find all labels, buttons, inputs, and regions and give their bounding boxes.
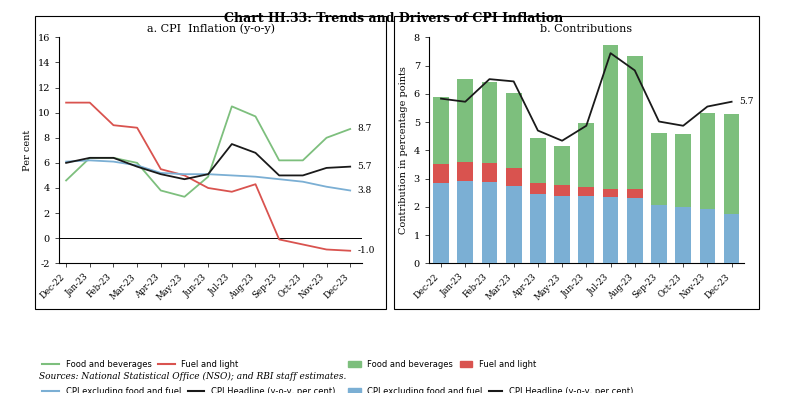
Text: -1.0: -1.0	[357, 246, 375, 255]
Legend: CPI excluding food and fuel, CPI Headline (y-o-y, per cent): CPI excluding food and fuel, CPI Headlin…	[345, 384, 637, 393]
Bar	[554, 195, 570, 263]
Bar	[506, 168, 522, 186]
Bar	[700, 113, 715, 209]
Bar	[482, 182, 497, 263]
Legend: CPI excluding food and fuel, CPI Headline (y-o-y, per cent): CPI excluding food and fuel, CPI Headlin…	[39, 384, 338, 393]
Bar	[578, 195, 594, 263]
Text: Sources: National Statistical Office (NSO); and RBI staff estimates.: Sources: National Statistical Office (NS…	[39, 372, 347, 381]
Text: 8.7: 8.7	[357, 125, 371, 134]
Bar	[433, 183, 449, 263]
Bar	[482, 82, 497, 163]
Bar	[578, 187, 594, 195]
Bar	[627, 198, 643, 263]
Text: 3.8: 3.8	[357, 186, 371, 195]
Bar	[724, 214, 740, 263]
Text: Chart III.33: Trends and Drivers of CPI Inflation: Chart III.33: Trends and Drivers of CPI …	[224, 12, 563, 25]
Bar	[530, 138, 545, 183]
Bar	[506, 93, 522, 168]
Title: a. CPI  Inflation (y-o-y): a. CPI Inflation (y-o-y)	[146, 23, 275, 34]
Bar	[482, 163, 497, 182]
Title: b. Contributions: b. Contributions	[540, 24, 633, 34]
Bar	[724, 114, 740, 214]
Bar	[675, 134, 691, 207]
Y-axis label: Per cent: Per cent	[23, 130, 32, 171]
Bar	[530, 183, 545, 195]
Bar	[530, 195, 545, 263]
Bar	[506, 186, 522, 263]
Bar	[457, 79, 473, 162]
Y-axis label: Contribution in percentage points: Contribution in percentage points	[399, 66, 408, 234]
Bar	[433, 164, 449, 183]
Bar	[603, 197, 619, 263]
Bar	[457, 162, 473, 180]
Bar	[554, 146, 570, 185]
Text: 5.7: 5.7	[357, 162, 371, 171]
Bar	[457, 180, 473, 263]
Bar	[675, 207, 691, 263]
Bar	[578, 123, 594, 187]
Bar	[627, 56, 643, 189]
Bar	[651, 205, 667, 263]
Bar	[554, 185, 570, 195]
Bar	[433, 97, 449, 164]
Bar	[627, 189, 643, 198]
Bar	[603, 189, 619, 197]
Bar	[603, 45, 619, 189]
Bar	[700, 209, 715, 263]
Bar	[651, 132, 667, 205]
Text: 5.7: 5.7	[739, 97, 753, 106]
